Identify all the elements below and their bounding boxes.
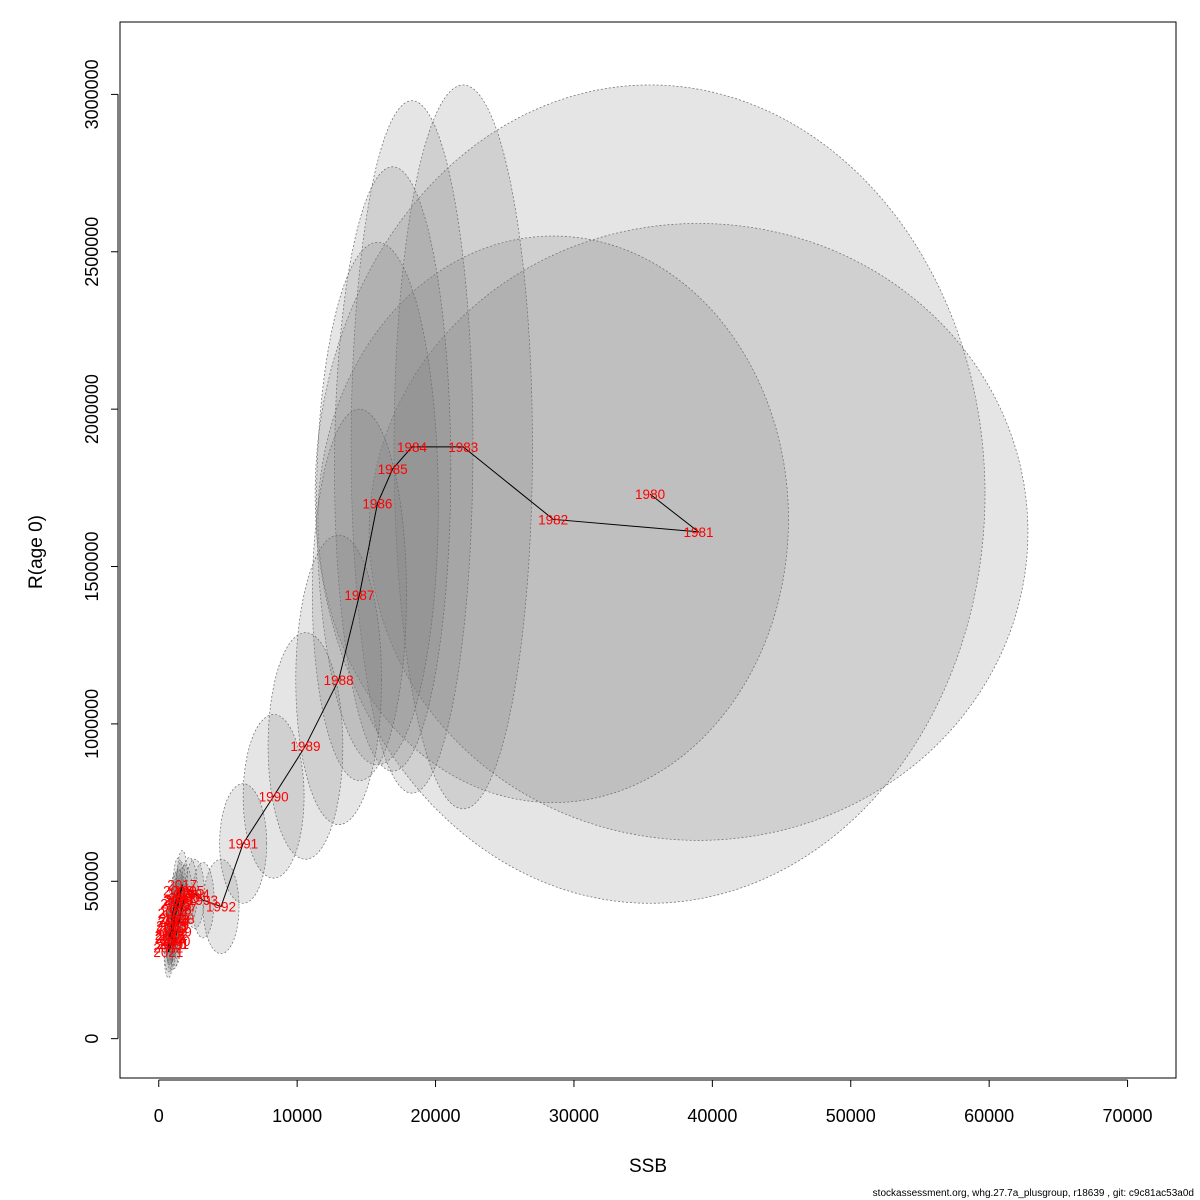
year-label-1997: 1997	[167, 899, 197, 914]
x-axis: 0 10000 20000 30000 40000 50000 60000 70000	[154, 1079, 1153, 1126]
year-label-2016: 2016	[166, 887, 196, 902]
y-axis: 0 500000 1000000 1500000 2000000 2500000 30000…	[82, 59, 119, 1044]
year-label-1996: 1996	[170, 890, 200, 905]
x-tick-label: 60000	[964, 1106, 1014, 1126]
x-tick-label: 70000	[1103, 1106, 1153, 1126]
x-tick-label: 30000	[549, 1106, 599, 1126]
y-tick-label: 3000000	[82, 59, 102, 129]
year-label-2019: 2019	[159, 918, 189, 933]
y-tick-label: 500000	[82, 851, 102, 911]
y-tick-label: 1500000	[82, 531, 102, 601]
x-tick-label: 50000	[826, 1106, 876, 1126]
year-label-2017: 2017	[167, 877, 197, 892]
year-label-2004: 2004	[158, 906, 189, 921]
year-label-2022: 2022	[155, 931, 185, 946]
year-label-1993: 1993	[188, 893, 218, 908]
x-axis-title: SSB	[629, 1156, 667, 1177]
year-label-2006: 2006	[163, 884, 193, 899]
year-label-2023: 2023	[159, 912, 189, 927]
year-label-2002: 2002	[158, 928, 188, 943]
year-label-1989: 1989	[290, 739, 320, 754]
year-label-2018: 2018	[163, 893, 193, 908]
plot-frame	[119, 21, 1177, 1079]
year-label-1990: 1990	[259, 789, 289, 804]
year-label-2021: 2021	[153, 945, 183, 960]
year-label-2020: 2020	[156, 937, 186, 952]
year-label-1985: 1985	[378, 462, 408, 477]
year-label-1986: 1986	[362, 497, 392, 512]
year-label-1998: 1998	[164, 912, 194, 927]
y-axis-title: R(age 0)	[26, 515, 47, 589]
year-label-2013: 2013	[155, 928, 185, 943]
year-label-1980: 1980	[635, 487, 665, 502]
year-label-1992: 1992	[206, 899, 236, 914]
year-label-1983: 1983	[448, 440, 478, 455]
year-label-2009: 2009	[159, 912, 189, 927]
y-tick-label: 2500000	[82, 217, 102, 287]
trajectory-line	[167, 446, 701, 953]
year-label-2001: 2001	[159, 937, 189, 952]
x-tick-label: 40000	[687, 1106, 737, 1126]
year-label-1987: 1987	[344, 588, 374, 603]
year-label-1995: 1995	[174, 884, 204, 899]
year-label-2012: 2012	[153, 940, 183, 955]
year-label-1991: 1991	[228, 837, 258, 852]
x-tick-label: 20000	[411, 1106, 461, 1126]
footer-note: stockassessment.org, whg.27.7a_plusgroup…	[873, 1188, 1194, 1199]
year-label-2014: 2014	[158, 915, 189, 930]
x-tick-label: 0	[154, 1106, 164, 1126]
year-label-2008: 2008	[162, 903, 192, 918]
year-label-2015: 2015	[162, 903, 192, 918]
year-label-1999: 1999	[162, 925, 192, 940]
year-label-1988: 1988	[324, 673, 354, 688]
y-tick-label: 0	[82, 1034, 102, 1044]
year-label-2007: 2007	[164, 893, 194, 908]
year-labels: 1980 1981 1982 1983 1984 1985 1986 1987 1988 1989…	[153, 440, 713, 960]
year-label-1982: 1982	[538, 512, 568, 527]
year-label-2005: 2005	[160, 896, 190, 911]
x-tick-label: 10000	[272, 1106, 322, 1126]
year-label-1984: 1984	[397, 440, 428, 455]
year-label-2010: 2010	[156, 921, 186, 936]
y-tick-label: 1000000	[82, 689, 102, 759]
year-label-1981: 1981	[683, 525, 713, 540]
year-label-2000: 2000	[160, 934, 190, 949]
year-label-2003: 2003	[156, 918, 186, 933]
y-tick-label: 2000000	[82, 374, 102, 444]
year-label-2011: 2011	[155, 931, 184, 946]
year-label-1994: 1994	[180, 887, 211, 902]
